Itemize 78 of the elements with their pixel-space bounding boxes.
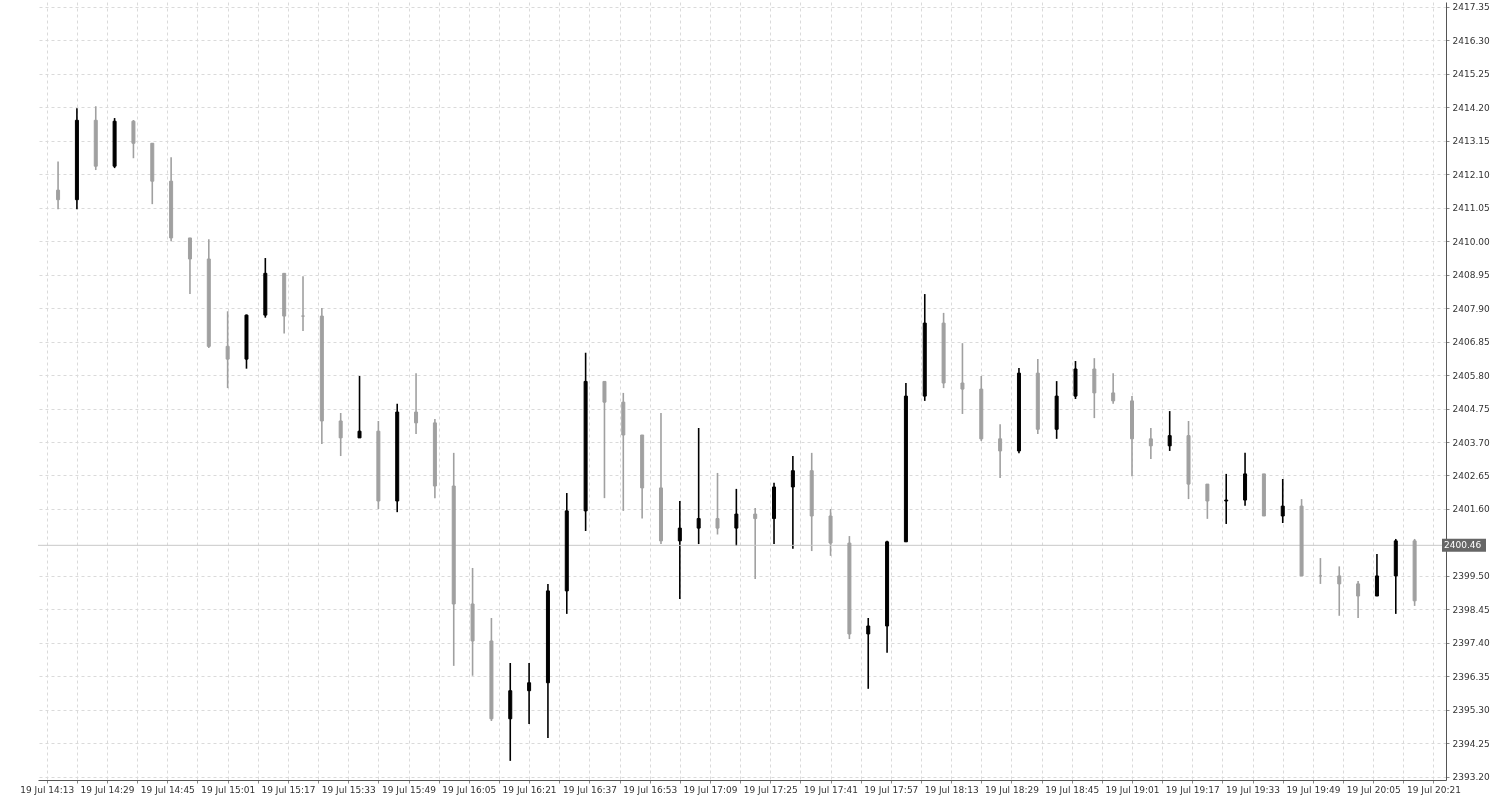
candlestick [696,427,701,545]
candlestick [866,617,871,690]
y-tick-label: 2411.05 [1452,203,1490,214]
x-tick-label: 19 Jul 15:17 [261,784,316,795]
y-tick-label: 2412.10 [1452,169,1490,180]
candlestick [414,372,419,435]
candlestick [602,380,607,499]
candlestick [1374,553,1379,597]
y-tick-label: 2415.25 [1452,69,1490,80]
y-tick-label: 2396.35 [1452,671,1490,682]
y-tick-label: 2395.30 [1452,705,1490,716]
candlestick [301,275,306,332]
y-tick-label: 2398.45 [1452,604,1490,615]
y-tick-label: 2417.35 [1452,2,1490,13]
candlestick [1092,357,1097,419]
x-tick-label: 19 Jul 17:09 [683,784,738,795]
x-tick-label: 19 Jul 18:45 [1045,784,1100,795]
x-tick-label: 19 Jul 14:13 [20,784,75,795]
y-tick-label: 2414.20 [1452,102,1490,113]
candlestick [1318,557,1323,585]
ref-line-label: 2400.46 [1444,540,1482,551]
candlestick [527,662,532,725]
x-tick-label: 19 Jul 18:29 [984,784,1040,795]
y-tick-label: 2401.60 [1452,504,1490,515]
x-tick-label: 19 Jul 14:45 [140,784,195,795]
y-tick-label: 2416.30 [1452,35,1490,46]
y-tick-label: 2394.25 [1452,738,1490,749]
candlestick [1356,580,1361,619]
x-tick-label: 19 Jul 19:33 [1226,784,1281,795]
y-tick-label: 2405.80 [1452,370,1490,381]
y-tick-label: 2403.70 [1452,437,1490,448]
y-tick-label: 2413.15 [1452,136,1490,147]
candlestick [960,342,965,415]
y-tick-label: 2397.40 [1452,638,1490,649]
candlestick [677,500,682,600]
y-tick-label: 2404.75 [1452,404,1490,415]
x-tick-label: 19 Jul 17:25 [743,784,798,795]
candlestick [1337,565,1342,617]
x-tick-label: 19 Jul 14:29 [80,784,135,795]
candlestick [734,488,739,547]
x-tick-label: 19 Jul 15:49 [382,784,437,795]
x-tick-label: 19 Jul 18:13 [924,784,979,795]
x-tick-label: 19 Jul 19:17 [1165,784,1220,795]
candlestick [998,423,1003,479]
y-tick-label: 2408.95 [1452,270,1490,281]
y-tick-label: 2393.20 [1452,772,1490,783]
x-tick-label: 19 Jul 15:33 [321,784,376,795]
y-tick-label: 2407.90 [1452,303,1490,314]
candlestick [1148,427,1153,460]
x-tick-label: 19 Jul 16:21 [502,784,557,795]
x-tick-label: 19 Jul 16:37 [562,784,617,795]
candlestick [357,375,362,439]
x-tick-label: 19 Jul 20:05 [1346,784,1401,795]
candlestick [1167,410,1172,452]
y-tick-label: 2402.65 [1452,471,1490,481]
y-tick-label: 2406.85 [1452,337,1490,348]
y-tick-label: 2410.00 [1452,236,1490,247]
candlestick [1205,483,1210,520]
candlestick [753,507,758,580]
x-tick-label: 19 Jul 20:21 [1406,784,1461,795]
x-tick-label: 19 Jul 17:57 [864,784,919,795]
x-tick-label: 19 Jul 19:49 [1286,784,1341,795]
candlestick [225,310,230,389]
candlestick [338,412,343,457]
candlestick [1280,478,1285,524]
y-tick-label: 2399.50 [1452,571,1490,582]
candlestick [131,119,136,160]
x-tick-label: 19 Jul 17:41 [804,784,859,795]
x-tick-label: 19 Jul 19:01 [1105,784,1160,795]
candlestick [715,472,720,536]
x-tick-label: 19 Jul 16:53 [623,784,678,795]
candlestick [1111,372,1116,405]
candlestick [187,237,192,295]
candlestick [56,160,61,211]
x-tick-label: 19 Jul 16:05 [442,784,497,795]
candlestick [1224,473,1229,525]
candlestick [790,455,795,550]
x-tick-label: 19 Jul 15:01 [201,784,256,795]
